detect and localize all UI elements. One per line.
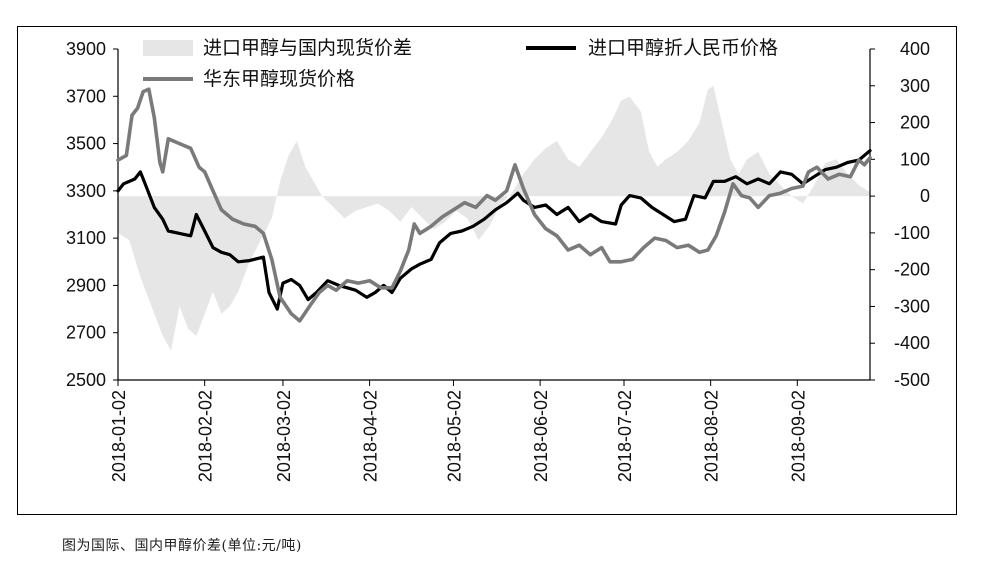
x-tick-label: 2018-02-02	[196, 390, 216, 482]
legend-label-spread: 进口甲醇与国内现货价差	[203, 37, 412, 59]
left-tick-label: 3700	[66, 86, 106, 106]
series-area-spread	[118, 85, 870, 351]
left-tick-label: 3500	[66, 134, 106, 154]
x-tick-label: 2018-09-02	[788, 390, 808, 482]
x-tick-label: 2018-07-02	[615, 390, 635, 482]
left-tick-label: 3100	[66, 228, 106, 248]
area-layer	[118, 85, 870, 351]
chart-frame: 2500 2700 2900 3100 3300 3500 3700 3900 -500 -400…	[17, 26, 957, 515]
x-tick-label: 2018-05-02	[444, 390, 464, 482]
legend-label-east-china-spot: 华东甲醇现货价格	[203, 68, 355, 90]
right-tick-label: 300	[900, 76, 930, 96]
right-tick-label: -300	[894, 296, 930, 316]
right-tick-label: -400	[894, 333, 930, 353]
right-tick-label: 100	[900, 149, 930, 169]
right-tick-label: 400	[900, 39, 930, 59]
left-tick-label: 2500	[66, 370, 106, 390]
right-tick-label: -100	[894, 223, 930, 243]
right-tick-label: -200	[894, 260, 930, 280]
x-tick-label: 2018-01-02	[109, 390, 129, 482]
legend-label-import-price: 进口甲醇折人民币价格	[588, 37, 778, 59]
left-tick-label: 3300	[66, 181, 106, 201]
x-tick-label: 2018-03-02	[274, 390, 294, 482]
right-tick-label: -500	[894, 370, 930, 390]
lines-layer	[116, 87, 872, 323]
left-tick-label: 2700	[66, 323, 106, 343]
left-tick-label: 2900	[66, 275, 106, 295]
right-tick-label: 200	[900, 113, 930, 133]
series-line-import-price	[116, 149, 872, 311]
series-line-east-china-spot	[116, 87, 872, 323]
right-tick-label: 0	[920, 186, 930, 206]
methanol-spread-chart: 2500 2700 2900 3100 3300 3500 3700 3900 -500 -400…	[66, 37, 930, 482]
x-tick-label: 2018-04-02	[361, 390, 381, 482]
chart-caption: 图为国际、国内甲醇价差(单位:元/吨)	[62, 538, 302, 554]
left-tick-label: 3900	[66, 39, 106, 59]
x-tick-label: 2018-08-02	[702, 390, 722, 482]
legend-swatch-spread	[143, 40, 193, 56]
x-tick-label: 2018-06-02	[531, 390, 551, 482]
axes-layer: 2500 2700 2900 3100 3300 3500 3700 3900 -500 -400…	[66, 39, 930, 482]
